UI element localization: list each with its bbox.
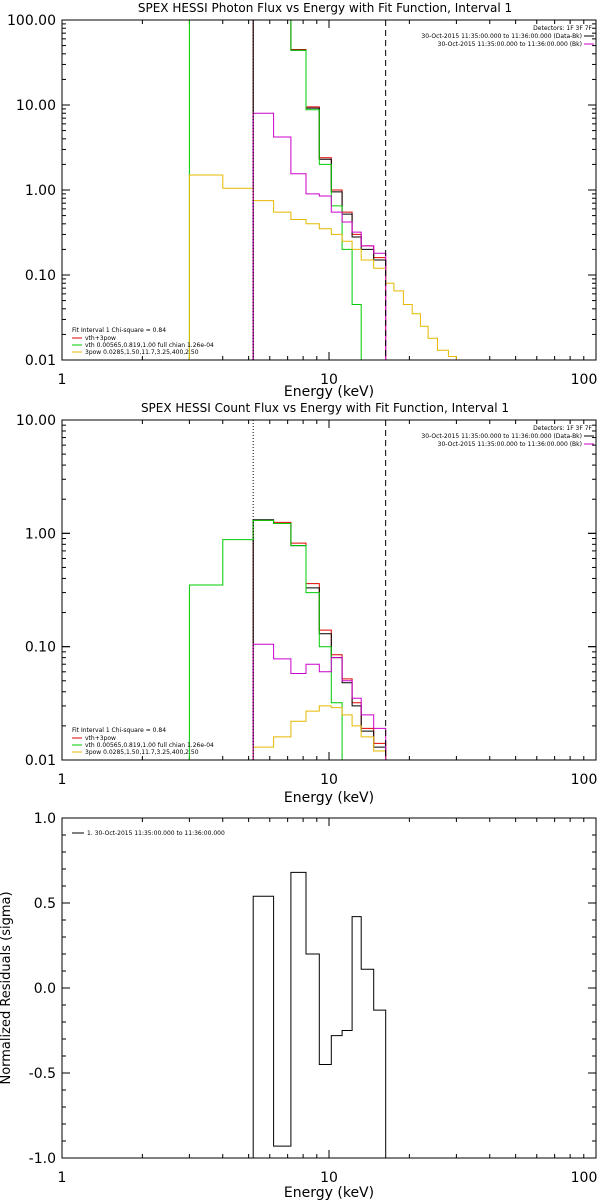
fit-range-markers xyxy=(252,420,387,760)
legend-entry: vth 0.00565,0.819,1.00 full chian 1.26e-… xyxy=(85,742,214,749)
legend-header: Fit Interval 1 Chi-square = 0.84 xyxy=(72,727,166,734)
y-tick-label: 0.01 xyxy=(25,353,56,369)
x-tick-label: 1 xyxy=(58,372,67,388)
time-label-data: 30-Oct-2015 11:35:00.000 to 11:36:00.000… xyxy=(421,433,582,440)
series-group xyxy=(252,871,387,1158)
series-group xyxy=(188,519,387,760)
chart-title: SPEX HESSI Count Flux vs Energy with Fit… xyxy=(141,401,509,415)
y-tick-labels: 0.01 0.10 1.00 10.00 xyxy=(16,413,56,769)
y-tick-labels: 0.01 0.10 1.00 10.00 100.00 xyxy=(7,13,56,369)
y-tick-labels: -1.0 -0.5 0.0 0.5 1.0 xyxy=(29,811,56,1167)
y-axis-label: Normalized Residuals (sigma) xyxy=(0,891,14,1084)
x-tick-label: 1 xyxy=(58,1170,67,1186)
residuals-panel: -1.0 -0.5 0.0 0.5 1.0 1 10 100 Energy (k… xyxy=(0,811,598,1201)
y-tick-label: 0.10 xyxy=(25,640,56,656)
series-3pow xyxy=(188,174,457,360)
x-tick-label: 100 xyxy=(571,372,598,388)
legend: Fit Interval 1 Chi-square = 0.84 vth+3po… xyxy=(72,327,214,356)
y-tick-label: 0.01 xyxy=(25,753,56,769)
axis-ticks xyxy=(61,419,597,761)
legend-header: Fit Interval 1 Chi-square = 0.84 xyxy=(72,327,166,334)
x-tick-labels: 1 10 100 xyxy=(58,1170,598,1186)
chart-title: SPEX HESSI Photon Flux vs Energy with Fi… xyxy=(138,1,512,15)
legend-entry: 1. 30-Oct-2015 11:35:00.000 to 11:36:00.… xyxy=(87,830,225,837)
legend-entry: vth+3pow xyxy=(85,735,116,742)
x-tick-label: 100 xyxy=(571,1170,598,1186)
y-tick-label: -1.0 xyxy=(29,1151,56,1167)
legend: Fit Interval 1 Chi-square = 0.84 vth+3po… xyxy=(72,727,214,756)
y-tick-label: 10.00 xyxy=(16,98,56,114)
time-label-data: 30-Oct-2015 11:35:00.000 to 11:36:00.000… xyxy=(421,33,582,40)
fit-range-markers xyxy=(252,20,387,360)
series-bk xyxy=(252,112,387,360)
y-tick-label: 1.00 xyxy=(25,183,56,199)
legend-entry: vth 0.00565,0.819,1.00 full chian 1.26e-… xyxy=(85,342,214,349)
plot-frame xyxy=(61,817,597,1159)
photon-flux-panel: SPEX HESSI Photon Flux vs Energy with Fi… xyxy=(7,1,597,400)
x-tick-label: 100 xyxy=(571,772,598,788)
x-tick-label: 10 xyxy=(320,372,338,388)
y-tick-label: -0.5 xyxy=(29,1066,56,1082)
y-tick-label: 0.10 xyxy=(25,268,56,284)
x-tick-labels: 1 10 100 xyxy=(58,772,598,788)
series-vth xyxy=(188,519,343,760)
x-axis-label: Energy (keV) xyxy=(284,384,374,400)
legend-entry: 3pow 0.0285,1.50,11.7,3.25,400,2.50 xyxy=(85,349,199,356)
x-tick-label: 1 xyxy=(58,772,67,788)
series-3pow xyxy=(252,705,387,760)
y-tick-label: 1.0 xyxy=(34,811,56,827)
y-tick-label: 0.0 xyxy=(34,981,56,997)
series-1-30-oct-2015-11-35-00-000-to-11-36-00-000 xyxy=(252,871,387,1158)
detector-label: Detectors: 1F 3F 7F xyxy=(533,25,592,32)
y-tick-label: 100.00 xyxy=(7,13,56,29)
count-flux-panel: SPEX HESSI Count Flux vs Energy with Fit… xyxy=(16,401,597,806)
plot-frame xyxy=(61,419,597,761)
x-tick-labels: 1 10 100 xyxy=(58,372,598,388)
x-tick-label: 10 xyxy=(320,772,338,788)
y-tick-label: 10.00 xyxy=(16,413,56,429)
detector-label: Detectors: 1F 3F 7F xyxy=(533,425,592,432)
legend-entry: vth+3pow xyxy=(85,335,116,342)
plot-frame xyxy=(61,19,597,361)
series-vth-3pow xyxy=(252,19,387,360)
legend-entry: 3pow 0.0285,1.50,11.7,3.25,400,2.50 xyxy=(85,749,199,756)
axis-ticks xyxy=(61,19,597,361)
y-tick-label: 0.5 xyxy=(34,896,56,912)
x-axis-label: Energy (keV) xyxy=(284,790,374,806)
y-tick-label: 1.00 xyxy=(25,526,56,542)
series-bk xyxy=(252,643,387,760)
x-axis-label: Energy (keV) xyxy=(284,1185,374,1200)
time-label-bk: 30-Oct-2015 11:35:00.000 to 11:36:00.000… xyxy=(438,441,582,448)
x-tick-label: 10 xyxy=(320,1170,338,1186)
time-label-bk: 30-Oct-2015 11:35:00.000 to 11:36:00.000… xyxy=(438,41,582,48)
series-data xyxy=(252,19,387,360)
series-group xyxy=(188,19,457,360)
legend: 1. 30-Oct-2015 11:35:00.000 to 11:36:00.… xyxy=(72,830,225,837)
axis-ticks xyxy=(61,817,597,1159)
